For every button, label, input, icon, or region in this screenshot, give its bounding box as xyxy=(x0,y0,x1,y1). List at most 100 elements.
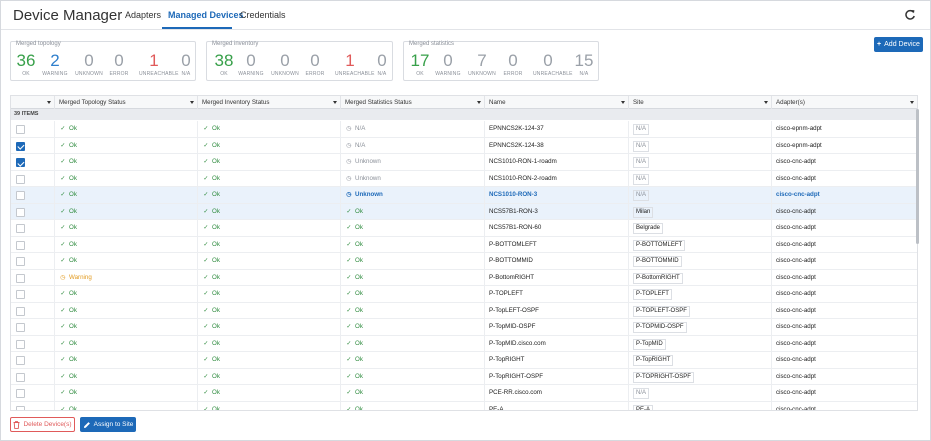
inventory-status-cell: ✓ Ok xyxy=(198,385,341,401)
check-icon: ✓ xyxy=(203,240,209,248)
row-checkbox[interactable] xyxy=(16,273,25,283)
column-header-inventory[interactable]: Merged Inventory Status xyxy=(198,96,341,109)
table-scrollbar[interactable] xyxy=(916,109,919,244)
status-text: Ok xyxy=(212,306,220,314)
site-cell: N/A xyxy=(629,187,772,203)
refresh-icon[interactable] xyxy=(904,9,916,21)
check-icon: ✓ xyxy=(203,290,209,297)
column-header-topology[interactable]: Merged Topology Status xyxy=(55,96,198,109)
table-row[interactable]: ✓ Ok ✓ Ok ◷ Unknown NCS1010-RON-1-roadm N/A cisc… xyxy=(11,154,917,171)
device-name: P-BottomRIGHT xyxy=(489,273,535,281)
table-row[interactable]: ◷ Warning ✓ Ok ✓ Ok P-BottomRIGHT P-BottomRIGHT… xyxy=(11,269,917,286)
inventory-status-cell: ✓ Ok xyxy=(198,203,341,220)
site-tag: N/A xyxy=(633,124,650,135)
add-device-button[interactable]: + Add Device xyxy=(874,37,923,52)
site-cell: PE-A xyxy=(629,401,772,410)
row-checkbox[interactable] xyxy=(16,405,25,410)
status-text: Ok xyxy=(69,339,77,347)
row-checkbox[interactable] xyxy=(16,306,25,316)
row-checkbox[interactable] xyxy=(16,191,25,200)
row-checkbox[interactable] xyxy=(16,372,25,382)
table-row[interactable]: ✓ Ok ✓ Ok ✓ Ok P-TopRIGHT-OSPF P-TOPRIGHT-OSPF c… xyxy=(11,368,917,385)
table-row[interactable]: ✓ Ok ✓ Ok ✓ Ok PCE-RR.cisco.com N/A cisco-cnc-ad… xyxy=(11,385,917,402)
stat-label: UNKNOWN xyxy=(271,71,299,77)
site-tag: PE-A xyxy=(633,404,654,410)
device-name: EPNNCS2K-124-38 xyxy=(489,141,544,149)
table-row[interactable]: ✓ Ok ✓ Ok ◷ Unknown NCS1010-RON-3 N/A cisco-cnc-… xyxy=(11,187,917,204)
delete-devices-button[interactable]: Delete Device(s) xyxy=(10,417,75,432)
tab-credentials[interactable]: Credentials xyxy=(240,10,286,20)
row-checkbox[interactable] xyxy=(16,290,25,299)
table-row[interactable]: ✓ Ok ✓ Ok ◷ N/A EPNNCS2K-124-38 N/A cisco-epnm-a… xyxy=(11,137,917,154)
table-row[interactable]: ✓ Ok ✓ Ok ✓ Ok P-TopRIGHT P-TopRIGHT cisco-cnc-a… xyxy=(11,352,917,369)
row-checkbox[interactable] xyxy=(16,174,25,184)
row-checkbox[interactable] xyxy=(16,207,25,217)
check-icon: ✓ xyxy=(203,339,209,347)
table-row[interactable]: ✓ Ok ✓ Ok ✓ Ok P-TopMID.cisco.com P-TopMID cisco… xyxy=(11,335,917,352)
select-cell xyxy=(11,253,55,269)
device-name-cell: P-TopMID-OSPF xyxy=(485,319,629,335)
table-row[interactable]: ✓ Ok ✓ Ok ✓ Ok P-TOPLEFT P-TOPLEFT cisco-cnc-adp… xyxy=(11,286,917,303)
stat-value: 0 xyxy=(310,51,320,70)
assign-to-site-button[interactable]: Assign to Site xyxy=(80,417,136,432)
inventory-status-cell: ✓ Ok xyxy=(198,220,341,236)
status-text: Ok xyxy=(212,191,220,198)
select-cell xyxy=(11,170,55,187)
device-name: EPNNCS2K-124-37 xyxy=(489,125,544,132)
site-tag: P-BOTTOMMID xyxy=(633,256,682,267)
status-text: Ok xyxy=(212,389,220,396)
adapter-name: cisco-cnc-adpt xyxy=(776,306,816,314)
row-checkbox[interactable] xyxy=(16,224,25,233)
stat-label: N/A xyxy=(579,71,589,77)
status-text: Ok xyxy=(212,141,220,149)
clock-icon: ◷ xyxy=(346,141,352,149)
column-header-statistics[interactable]: Merged Statistics Status xyxy=(341,96,485,109)
table-row[interactable]: ✓ Ok ✓ Ok ✓ Ok NCS57B1-RON-60 Belgrade cisco-cnc… xyxy=(11,220,917,237)
status-text: Ok xyxy=(69,191,77,198)
table-row[interactable]: ✓ Ok ✓ Ok ◷ Unknown NCS1010-RON-2-roadm N/A cisc… xyxy=(11,170,917,187)
stat-value: 0 xyxy=(84,51,94,70)
table-row[interactable]: ✓ Ok ✓ Ok ◷ N/A EPNNCS2K-124-37 N/A cisco-epnm-a… xyxy=(11,121,917,138)
row-checkbox[interactable] xyxy=(16,125,25,134)
select-cell xyxy=(11,385,55,401)
tab-managed-devices[interactable]: Managed Devices xyxy=(168,10,244,20)
row-checkbox[interactable] xyxy=(16,323,25,332)
row-checkbox[interactable] xyxy=(16,257,25,266)
row-checkbox[interactable] xyxy=(16,389,25,398)
stat-label: OK xyxy=(220,71,228,77)
status-text: Ok xyxy=(69,125,77,132)
site-tag: P-BottomRIGHT xyxy=(633,272,683,284)
check-icon: ✓ xyxy=(203,306,209,314)
adapter-cell: cisco-cnc-adpt xyxy=(772,352,917,368)
column-header-name[interactable]: Name xyxy=(485,96,629,109)
row-checkbox[interactable] xyxy=(16,356,25,365)
column-header-select[interactable] xyxy=(11,96,55,109)
table-row[interactable]: ✓ Ok ✓ Ok ✓ Ok PE-A PE-A cisco-cnc-adpt xyxy=(11,401,917,411)
tab-adapters[interactable]: Adapters xyxy=(125,10,162,20)
inventory-status-cell: ✓ Ok xyxy=(198,335,341,352)
table-row[interactable]: ✓ Ok ✓ Ok ✓ Ok P-BOTTOMLEFT P-BOTTOMLEFT cisco-c… xyxy=(11,236,917,253)
device-name-cell: NCS57B1-RON-60 xyxy=(485,220,629,236)
table-row[interactable]: ✓ Ok ✓ Ok ✓ Ok P-TopLEFT-OSPF P-TOPLEFT-OSPF cis… xyxy=(11,302,917,319)
select-cell xyxy=(11,352,55,368)
statistics-status-cell: ✓ Ok xyxy=(341,401,485,411)
column-header-adapters[interactable]: Adapter(s) xyxy=(772,96,917,109)
check-icon: ✓ xyxy=(60,323,66,330)
check-icon: ✓ xyxy=(346,405,352,411)
site-cell: P-BOTTOMLEFT xyxy=(629,236,772,253)
status-text: Warning xyxy=(69,273,92,281)
row-checkbox[interactable] xyxy=(16,339,25,349)
row-checkbox[interactable] xyxy=(16,141,25,151)
row-checkbox[interactable] xyxy=(16,240,25,250)
row-checkbox[interactable] xyxy=(16,158,25,167)
table-row[interactable]: ✓ Ok ✓ Ok ✓ Ok P-TopMID-OSPF P-TOPMID-OSPF cisco… xyxy=(11,319,917,336)
status-text: Ok xyxy=(69,257,77,264)
select-cell xyxy=(11,269,55,286)
topology-status-cell: ✓ Ok xyxy=(55,335,198,352)
table-row[interactable]: ✓ Ok ✓ Ok ✓ Ok P-BOTTOMMID P-BOTTOMMID cisco-cnc… xyxy=(11,253,917,270)
status-text: Ok xyxy=(212,323,220,330)
column-header-site[interactable]: Site xyxy=(629,96,772,109)
table-row[interactable]: ✓ Ok ✓ Ok ✓ Ok NCS57B1-RON-3 Milan cisco-cnc-adp… xyxy=(11,203,917,220)
adapter-name: cisco-cnc-adpt xyxy=(776,290,816,297)
check-icon: ✓ xyxy=(60,389,66,396)
